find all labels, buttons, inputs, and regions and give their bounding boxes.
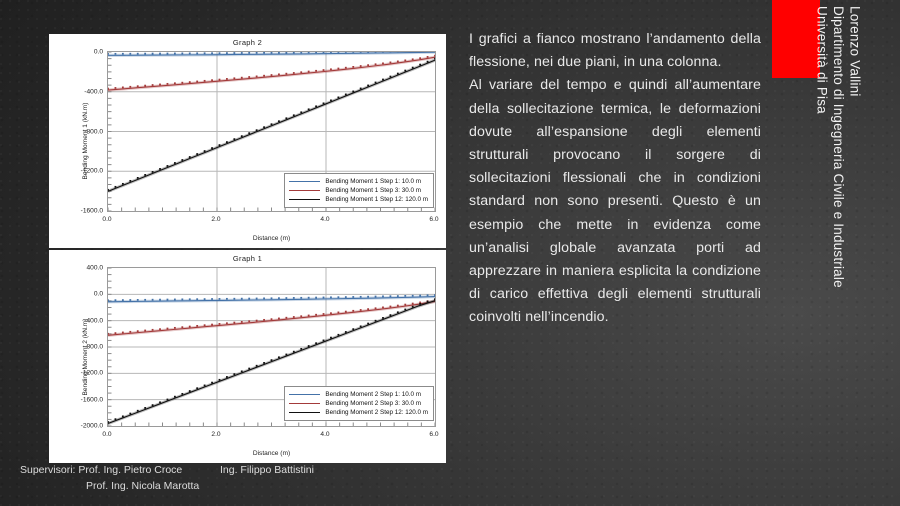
x-axis-label-graph-1: Distance (m) [252,450,291,457]
legend-color-swatch [289,190,321,191]
y-tick-label: -1200.0 [80,167,103,175]
legend-label: Bending Moment 2 Step 1: 10.0 m [325,391,421,398]
chart-legend-graph-2: Bending Moment 1 Step 1: 10.0 m Bending M… [284,173,434,208]
chart-title-graph-2: Graph 2 [232,38,263,47]
legend-row: Bending Moment 2 Step 3: 30.0 m [289,399,428,408]
footer-block: Supervisori: Prof. Ing. Pietro Croce Ing… [20,462,440,494]
x-axis-ticks-graph-2: 0.0 2.0 4.0 6.0 [102,216,439,228]
x-axis-label-graph-2: Distance (m) [252,235,291,242]
legend-row: Bending Moment 1 Step 1: 10.0 m [289,177,428,186]
legend-label: Bending Moment 1 Step 1: 10.0 m [325,178,421,185]
y-tick-label: -2000.0 [80,422,103,430]
x-tick-label: 6.0 [429,216,439,223]
chart-panel-graph-2: Graph 2 Bending Moment 1 (kN.m) 0.0 -400.… [49,34,446,248]
y-tick-label: 0.0 [93,48,103,56]
chart-title-graph-1: Graph 1 [232,254,263,263]
vertical-title-university: Università di Pisa [814,6,830,114]
legend-color-swatch [289,412,321,413]
legend-row: Bending Moment 2 Step 12: 120.0 m [289,408,428,417]
chart-panel-graph-1: Graph 1 Bending Moment 2 (kN.m) 400.0 0.0… [49,250,446,463]
legend-label: Bending Moment 2 Step 12: 120.0 m [325,409,428,416]
footer-supervisor-1-name: Prof. Ing. Pietro Croce [78,464,183,476]
x-axis-ticks-graph-1: 0.0 2.0 4.0 6.0 [102,431,439,443]
legend-color-swatch [289,181,321,182]
y-axis-ticks-graph-2: 0.0 -400.0 -800.0 -1200.0 -1600.0 [59,48,103,215]
y-tick-label: -800.0 [84,128,103,135]
footer-supervisors-label: Supervisori: [20,464,76,476]
footer-line-1: Supervisori: Prof. Ing. Pietro Croce Ing… [20,462,440,478]
legend-color-swatch [289,199,321,200]
legend-color-swatch [289,403,321,404]
vertical-title-group: Lorenzo Vallini Dipartimento di Ingegner… [812,6,863,336]
x-tick-label: 4.0 [320,431,330,438]
vertical-title-department: Dipartimento di Ingegneria Civile e Indu… [831,6,846,288]
x-tick-label: 0.0 [102,431,112,438]
vertical-title-author: Lorenzo Vallini [847,6,863,97]
y-tick-label: 400.0 [86,264,103,272]
y-tick-label: -1200.0 [80,369,103,377]
chart-legend-graph-1: Bending Moment 2 Step 1: 10.0 m Bending M… [284,386,434,421]
x-tick-label: 4.0 [320,216,330,223]
y-tick-label: -1600.0 [80,207,103,215]
legend-row: Bending Moment 1 Step 3: 30.0 m [289,186,428,195]
body-paragraph-2: Al variare del tempo e quindi all’aument… [469,77,761,326]
y-axis-ticks-graph-1: 400.0 0.0 -400.0 -800.0 -1200.0 -1600.0 -2000.… [59,264,103,430]
legend-row: Bending Moment 1 Step 12: 120.0 m [289,195,428,204]
legend-row: Bending Moment 2 Step 1: 10.0 m [289,390,428,399]
legend-label: Bending Moment 1 Step 3: 30.0 m [325,187,421,194]
footer-author: Ing. Filippo Battistini [220,464,314,476]
y-tick-label: -1600.0 [80,396,103,404]
x-tick-label: 2.0 [211,216,221,223]
x-tick-label: 6.0 [429,431,439,438]
y-tick-label: 0.0 [93,290,103,298]
legend-color-swatch [289,394,321,395]
legend-label: Bending Moment 2 Step 3: 30.0 m [325,400,421,407]
red-accent-block [772,0,820,78]
y-tick-label: -400.0 [84,88,103,96]
body-text-block: I grafici a fianco mostrano l’andamento … [469,28,761,330]
legend-label: Bending Moment 1 Step 12: 120.0 m [325,196,428,203]
x-tick-label: 2.0 [211,431,221,438]
y-tick-label: -800.0 [84,343,103,351]
body-paragraph-1: I grafici a fianco mostrano l’andamento … [469,31,761,71]
footer-supervisor-1: Supervisori: Prof. Ing. Pietro Croce [20,462,220,478]
chart-graph-2: Graph 2 Bending Moment 1 (kN.m) 0.0 -400.… [49,34,446,248]
y-tick-label: -400.0 [84,317,103,325]
footer-supervisor-2: Prof. Ing. Nicola Marotta [86,480,200,492]
x-tick-label: 0.0 [102,216,112,223]
chart-graph-1: Graph 1 Bending Moment 2 (kN.m) 400.0 0.0… [49,250,446,463]
footer-line-2: Prof. Ing. Nicola Marotta [20,478,440,494]
